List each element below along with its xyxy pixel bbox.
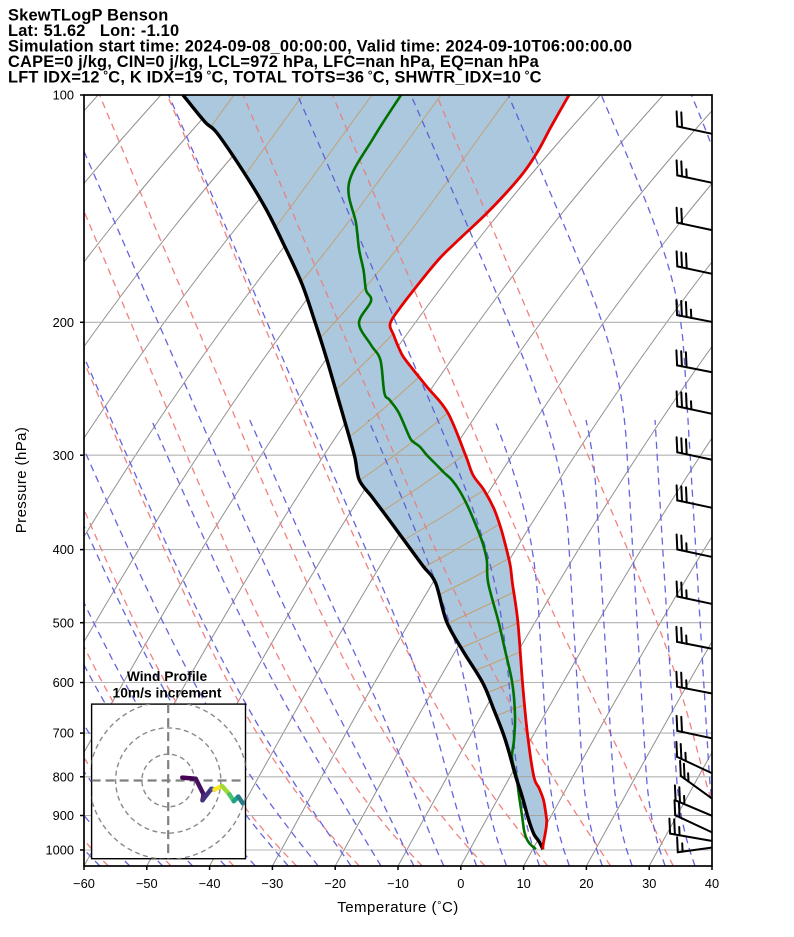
- svg-text:−30: −30: [262, 876, 284, 891]
- svg-text:Temperature (°C): Temperature (°C): [337, 899, 459, 916]
- svg-text:Simulation start time: 2024-09: Simulation start time: 2024-09-08_00:00:…: [8, 38, 632, 56]
- svg-text:Lat: 51.62 Lon: -1.10: Lat: 51.62 Lon: -1.10: [8, 22, 179, 40]
- svg-text:600: 600: [53, 675, 74, 690]
- svg-text:LFT IDX=12 °C, K IDX=19 °C, TO: LFT IDX=12 °C, K IDX=19 °C, TOTAL TOTS=3…: [8, 68, 542, 87]
- svg-text:900: 900: [53, 808, 74, 823]
- svg-text:400: 400: [53, 542, 74, 557]
- svg-text:10: 10: [516, 876, 530, 891]
- svg-text:30: 30: [642, 876, 656, 891]
- svg-text:40: 40: [705, 876, 719, 891]
- svg-text:−40: −40: [199, 876, 221, 891]
- svg-text:800: 800: [53, 769, 74, 784]
- svg-text:100: 100: [53, 88, 74, 103]
- svg-text:−10: −10: [387, 876, 409, 891]
- svg-text:20: 20: [579, 876, 593, 891]
- svg-text:700: 700: [53, 726, 74, 741]
- svg-text:−50: −50: [136, 876, 158, 891]
- svg-text:500: 500: [53, 615, 74, 630]
- svg-text:0: 0: [457, 876, 464, 891]
- svg-text:SkewTLogP Benson: SkewTLogP Benson: [8, 7, 168, 25]
- svg-text:Pressure (hPa): Pressure (hPa): [13, 427, 30, 533]
- svg-text:200: 200: [53, 315, 74, 330]
- svg-text:10m/s increment: 10m/s increment: [113, 686, 222, 701]
- svg-text:−20: −20: [324, 876, 346, 891]
- svg-text:300: 300: [53, 448, 74, 463]
- svg-text:−60: −60: [73, 876, 95, 891]
- svg-text:Wind Profile: Wind Profile: [127, 669, 208, 684]
- svg-text:1000: 1000: [46, 843, 74, 858]
- svg-text:CAPE=0 j/kg, CIN=0 j/kg, LCL=9: CAPE=0 j/kg, CIN=0 j/kg, LCL=972 hPa, LF…: [8, 53, 540, 71]
